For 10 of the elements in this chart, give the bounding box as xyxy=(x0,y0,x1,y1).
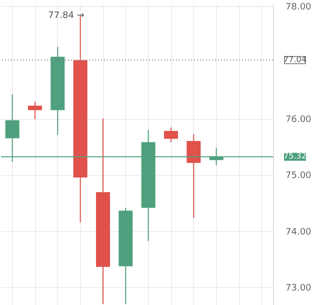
y-tick-label: 78.00 xyxy=(286,2,312,13)
y-tick-label: 73.00 xyxy=(286,284,312,294)
y-tick-label: 75.00 xyxy=(286,171,312,182)
ref-line-label: 75.32 xyxy=(284,152,306,161)
y-tick-label: 76.00 xyxy=(286,115,312,126)
candlestick xyxy=(164,127,178,143)
y-tick-label: 74.00 xyxy=(286,227,312,238)
candlestick xyxy=(186,134,201,218)
candlestick xyxy=(28,101,42,120)
annotation: 77.84 → xyxy=(48,11,85,22)
